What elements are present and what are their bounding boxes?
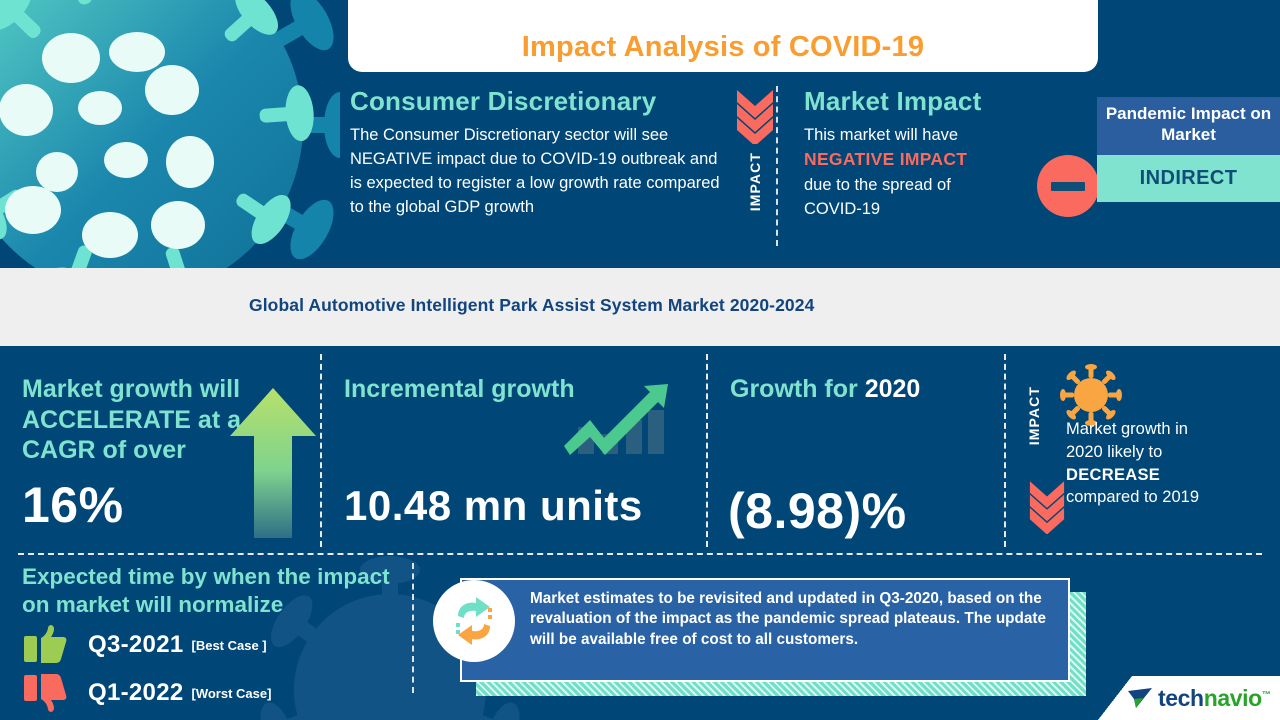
market-impact-heading: Market Impact — [804, 86, 982, 116]
logo-text-part1: tech — [1158, 684, 1204, 711]
consumer-discretionary-block: Consumer Discretionary The Consumer Disc… — [350, 86, 720, 219]
growth-chart-icon — [564, 384, 668, 455]
chevron-down-triple-icon — [737, 90, 773, 144]
stat-impact-2020: IMPACT Market — [1020, 356, 1280, 546]
market-impact-line3: COVID-19 — [804, 199, 881, 218]
chevron-down-triple-icon-2 — [1029, 481, 1065, 534]
pandemic-badge-value: INDIRECT — [1097, 155, 1280, 202]
pandemic-impact-badge: Pandemic Impact on Market INDIRECT — [1097, 97, 1280, 202]
divider-dashed-3 — [1004, 354, 1006, 547]
stat-growth-2020: Growth for 2020 (8.98)% — [728, 374, 1010, 539]
market-name-band: Global Automotive Intelligent Park Assis… — [0, 268, 1280, 346]
technavio-mark-icon — [1128, 688, 1152, 708]
logo-trademark: ™ — [1261, 688, 1271, 699]
growth-2020-value: (8.98)% — [728, 483, 907, 539]
consumer-heading: Consumer Discretionary — [350, 86, 657, 116]
growth-heading-year: 2020 — [864, 375, 921, 403]
impact-2020-line1: Market growth in — [1066, 420, 1188, 438]
impact-2020-line2: 2020 likely to — [1066, 442, 1163, 461]
case-tag-best: [Best Case ] — [191, 637, 267, 653]
virus-icon — [1060, 364, 1122, 426]
incremental-value: 10.48 mn units — [344, 482, 643, 529]
impact-indicator-top: IMPACT — [724, 88, 786, 248]
incremental-heading: Incremental growth — [344, 375, 575, 403]
notice-text: Market estimates to be revisited and upd… — [530, 590, 1046, 648]
minus-bar — [1051, 181, 1085, 191]
refresh-arrows — [456, 597, 492, 645]
case-quarter-worst: Q1-2022 — [88, 679, 184, 707]
case-quarter-best: Q3-2021 — [88, 631, 184, 659]
impact-2020-line3: compared to 2019 — [1066, 488, 1200, 507]
divider-dashed-horizontal — [18, 553, 1262, 555]
stats-band: Market growth will ACCELERATE at a CAGR … — [0, 346, 1280, 555]
normalize-heading: Expected time by when the impact on mark… — [22, 564, 390, 617]
thumbs-up-icon — [24, 625, 67, 664]
divider-dashed-2 — [706, 354, 708, 547]
market-impact-line1: This market will have — [804, 126, 959, 144]
logo-corner-cut — [1098, 676, 1132, 720]
market-impact-block: Market Impact This market will have NEGA… — [804, 86, 1064, 221]
logo-text-part2: navio — [1203, 684, 1262, 711]
stat-cagr: Market growth will ACCELERATE at a CAGR … — [22, 374, 252, 534]
impact-2020-bold: DECREASE — [1066, 465, 1161, 484]
stat-incremental: Incremental growth 10.48 mn units — [344, 374, 674, 529]
market-name: Global Automotive Intelligent Park Assis… — [249, 295, 815, 315]
market-impact-line2: due to the spread of — [804, 175, 951, 194]
cagr-heading: Market growth will ACCELERATE at a CAGR … — [22, 375, 242, 464]
consumer-body: The Consumer Discretionary sector will s… — [350, 126, 720, 217]
market-impact-highlight: NEGATIVE IMPACT — [804, 149, 968, 170]
case-row-worst: Q1-2022 [Worst Case] — [22, 672, 422, 714]
impact-label-vertical-2: IMPACT — [1026, 386, 1042, 446]
page-title: Impact Analysis of COVID-19 — [521, 31, 925, 63]
growth-heading-teal: Growth for — [730, 375, 865, 403]
case-tag-worst: [Worst Case] — [191, 685, 272, 701]
cagr-value: 16% — [22, 476, 124, 533]
impact-label-vertical: IMPACT — [747, 152, 763, 212]
divider-dashed-vertical — [776, 86, 778, 246]
divider-dashed-4 — [412, 563, 414, 693]
top-impact-region: Consumer Discretionary The Consumer Disc… — [340, 86, 1280, 266]
title-panel: Impact Analysis of COVID-19 — [348, 0, 1098, 72]
divider-dashed-1 — [320, 354, 322, 547]
minus-circle-icon — [1037, 155, 1099, 217]
notice-box: Market estimates to be revisited and upd… — [460, 578, 1070, 682]
normalize-block: Expected time by when the impact on mark… — [22, 563, 422, 714]
refresh-cycle-icon — [433, 580, 515, 662]
up-arrow-icon — [230, 388, 316, 538]
case-row-best: Q3-2021 [Best Case ] — [22, 624, 422, 666]
thumbs-down-icon — [24, 674, 67, 713]
pandemic-badge-header: Pandemic Impact on Market — [1097, 97, 1280, 155]
